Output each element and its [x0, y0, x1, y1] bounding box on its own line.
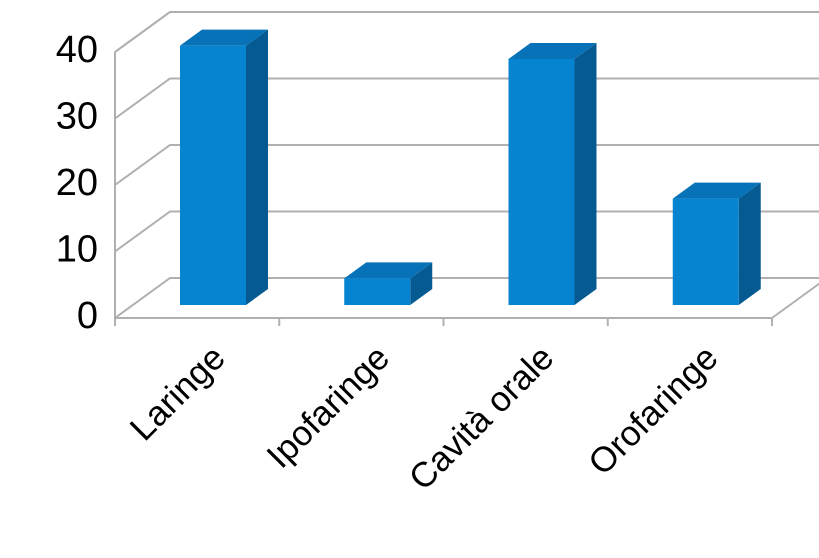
floor-edge — [771, 282, 819, 319]
bar-side — [574, 42, 597, 305]
y-tick-label: 10 — [56, 229, 98, 271]
y-tick-label: 0 — [77, 295, 98, 337]
x-tick-label: Orofaringe — [581, 338, 726, 483]
grid-line — [114, 77, 819, 120]
bar-top — [508, 42, 597, 59]
bar — [180, 45, 246, 306]
bar-top — [672, 182, 761, 199]
bar-top — [344, 262, 433, 279]
bar-side — [246, 29, 268, 306]
bar — [508, 58, 575, 306]
bar — [344, 278, 411, 305]
x-tick-label: Cavità orale — [402, 338, 562, 498]
grid-line — [114, 277, 819, 319]
bar-side — [410, 262, 433, 305]
x-tick-label: Ipofaringe — [259, 338, 397, 476]
y-tick-label: 30 — [56, 96, 98, 138]
y-tick-label: 20 — [56, 162, 98, 204]
bar-top — [180, 29, 268, 46]
x-tick-label: Laringe — [123, 338, 233, 448]
bar-side — [738, 182, 761, 305]
grid-line — [114, 11, 819, 53]
y-tick-label: 40 — [56, 29, 98, 71]
bar — [672, 198, 739, 305]
grid-line — [114, 210, 819, 253]
grid-line — [114, 144, 819, 186]
